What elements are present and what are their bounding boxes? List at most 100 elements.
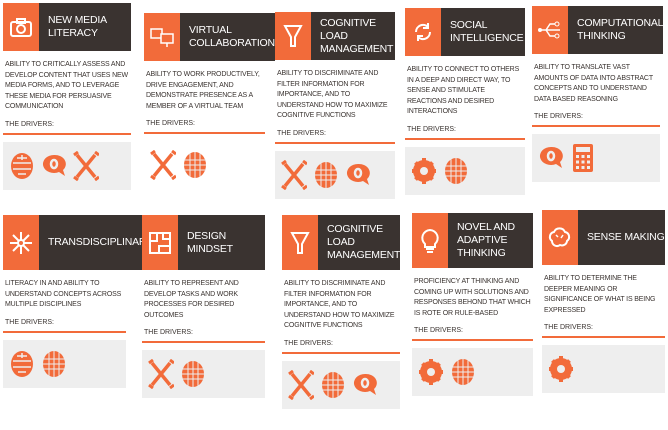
drivers-label: THE DRIVERS: xyxy=(544,324,594,331)
card-title: NOVEL AND ADAPTIVE THINKING xyxy=(448,213,533,268)
drivers-box xyxy=(405,146,525,195)
divider xyxy=(3,330,126,333)
usb-icon xyxy=(532,6,568,54)
divider xyxy=(405,137,525,140)
globe-icon xyxy=(182,361,204,387)
skill-card: SOCIAL INTELLIGENCE ABILITY TO CONNECT T… xyxy=(405,8,525,195)
card-description: ABILITY TO DISCRIMINATE AND FILTER INFOR… xyxy=(277,70,388,119)
card-header: DESIGN MINDSET xyxy=(142,215,265,270)
floorplan-icon xyxy=(142,215,178,270)
card-title: VIRTUAL COLLABORATION xyxy=(180,13,275,61)
card-description: ABILITY TO DISCRIMINATE AND FILTER INFOR… xyxy=(284,280,395,329)
cycle-arrows-icon xyxy=(405,8,441,56)
drivers-label: THE DRIVERS: xyxy=(534,113,584,120)
globe-icon xyxy=(322,371,344,398)
wrenches-icon xyxy=(73,150,99,181)
globe-icon xyxy=(445,157,467,184)
card-description: ABILITY TO TRANSLATE VAST AMOUNTS OF DAT… xyxy=(534,64,653,103)
drivers-label: THE DRIVERS: xyxy=(277,129,327,137)
card-header: COGNITIVE LOAD MANAGEMENT xyxy=(275,12,395,60)
wrenches-icon xyxy=(288,369,314,400)
divider xyxy=(412,339,533,341)
card-title: DESIGN MINDSET xyxy=(178,215,265,270)
drivers-box xyxy=(3,141,131,190)
card-header: NOVEL AND ADAPTIVE THINKING xyxy=(412,213,533,268)
globe-icon xyxy=(315,161,337,188)
drivers-label: THE DRIVERS: xyxy=(414,327,464,334)
drivers-label: THE DRIVERS: xyxy=(5,120,55,128)
card-header: SENSE MAKING xyxy=(542,210,665,265)
lightbulb-icon xyxy=(412,213,448,268)
wrenches-icon xyxy=(150,150,176,180)
drivers-label: THE DRIVERS: xyxy=(144,329,194,336)
divider xyxy=(3,132,131,135)
brain-icon xyxy=(542,210,578,265)
skill-card: COGNITIVE LOAD MANAGEMENT ABILITY TO DIS… xyxy=(282,215,400,409)
divider xyxy=(532,125,660,127)
card-title: COGNITIVE LOAD MANAGEMENT xyxy=(318,215,400,270)
divider xyxy=(144,132,265,134)
drivers-label: THE DRIVERS: xyxy=(284,339,334,347)
drivers-label: THE DRIVERS: xyxy=(407,125,457,133)
calculator-icon xyxy=(573,144,593,172)
divider xyxy=(275,141,395,144)
card-header: TRANSDISCIPLINARY xyxy=(3,215,153,270)
gear-icon xyxy=(412,157,436,184)
card-title: SENSE MAKING xyxy=(578,210,665,265)
seal-icon xyxy=(11,350,33,377)
globe-icon xyxy=(184,152,206,178)
skill-card: TRANSDISCIPLINARY LITERACY IN AND ABILIT… xyxy=(3,215,153,388)
seal-icon xyxy=(11,152,33,179)
card-description: ABILITY TO WORK PRODUCTIVELY, DRIVE ENGA… xyxy=(146,71,260,110)
gear-icon xyxy=(549,356,573,382)
speech-bubble-icon xyxy=(42,154,66,176)
card-header: VIRTUAL COLLABORATION xyxy=(144,13,275,61)
skill-card: COMPUTATIONAL THINKING ABILITY TO TRANSL… xyxy=(532,6,663,182)
skill-card: VIRTUAL COLLABORATION ABILITY TO WORK PR… xyxy=(144,13,275,189)
skill-card: DESIGN MINDSET ABILITY TO REPRESENT AND … xyxy=(142,215,265,398)
gear-icon xyxy=(419,359,443,385)
speech-bubble-icon xyxy=(346,163,370,185)
funnel-icon xyxy=(282,215,318,270)
card-title: SOCIAL INTELLIGENCE xyxy=(441,8,525,56)
divider xyxy=(542,336,665,338)
card-title: TRANSDISCIPLINARY xyxy=(39,215,153,270)
skill-card: COGNITIVE LOAD MANAGEMENT ABILITY TO DIS… xyxy=(275,12,395,199)
wrenches-icon xyxy=(281,159,307,190)
globe-icon xyxy=(43,350,65,377)
card-header: SOCIAL INTELLIGENCE xyxy=(405,8,525,56)
card-header: COGNITIVE LOAD MANAGEMENT xyxy=(282,215,400,270)
drivers-box xyxy=(282,360,400,409)
card-description: ABILITY TO DETERMINE THE DEEPER MEANING … xyxy=(544,275,656,314)
drivers-box xyxy=(275,150,395,199)
drivers-box xyxy=(3,339,126,388)
card-title: COMPUTATIONAL THINKING xyxy=(568,6,663,54)
card-header: COMPUTATIONAL THINKING xyxy=(532,6,663,54)
card-header: NEW MEDIA LITERACY xyxy=(3,3,131,51)
funnel-icon xyxy=(275,12,311,60)
card-title: COGNITIVE LOAD MANAGEMENT xyxy=(311,12,395,60)
skill-card: NOVEL AND ADAPTIVE THINKING PROFICIENCY … xyxy=(412,213,533,396)
speech-bubble-icon xyxy=(353,373,377,395)
card-description: ABILITY TO REPRESENT AND DEVELOP TASKS A… xyxy=(144,280,239,319)
divider xyxy=(142,341,265,343)
card-description: PROFICIENCY AT THINKING AND COMING UP WI… xyxy=(414,278,531,317)
drivers-box xyxy=(542,345,665,393)
divider xyxy=(282,351,400,354)
card-description: LITERACY IN AND ABILITY TO UNDERSTAND CO… xyxy=(5,280,122,308)
skill-card: SENSE MAKING ABILITY TO DETERMINE THE DE… xyxy=(542,210,665,393)
globe-icon xyxy=(452,359,474,385)
drivers-label: THE DRIVERS: xyxy=(146,120,196,127)
drivers-box xyxy=(142,350,265,398)
card-title: NEW MEDIA LITERACY xyxy=(39,3,131,51)
card-description: ABILITY TO CRITICALLY ASSESS AND DEVELOP… xyxy=(5,61,128,110)
drivers-box xyxy=(532,134,660,182)
wrenches-icon xyxy=(148,359,174,389)
drivers-label: THE DRIVERS: xyxy=(5,318,55,326)
skill-card: NEW MEDIA LITERACY ABILITY TO CRITICALLY… xyxy=(3,3,131,190)
speech-bubble-icon xyxy=(539,146,563,168)
arrows-out-icon xyxy=(3,215,39,270)
drivers-box xyxy=(144,141,265,189)
drivers-box xyxy=(412,348,533,396)
monitors-icon xyxy=(144,13,180,61)
